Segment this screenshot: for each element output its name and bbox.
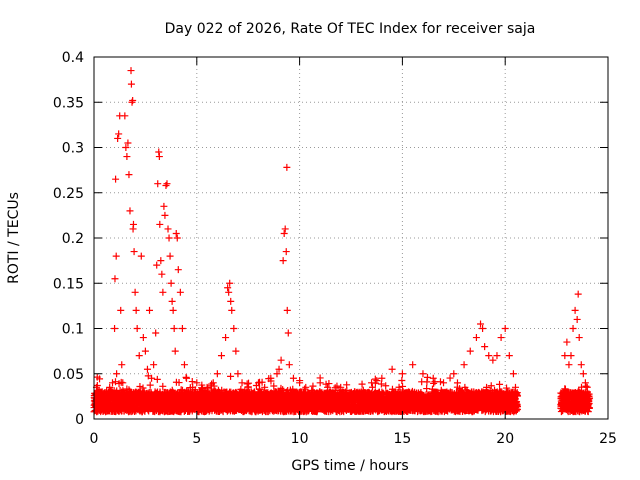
data-point-band xyxy=(175,379,183,387)
data-point-band xyxy=(96,375,104,383)
data-points xyxy=(90,67,594,416)
data-point-band xyxy=(198,381,206,389)
chart-title: Day 022 of 2026, Rate Of TEC Index for r… xyxy=(165,21,536,37)
data-point-band xyxy=(153,375,161,383)
data-point-band xyxy=(146,381,154,389)
grid-lines xyxy=(94,57,608,419)
data-point-band xyxy=(111,378,119,386)
data-point-band xyxy=(159,382,167,390)
